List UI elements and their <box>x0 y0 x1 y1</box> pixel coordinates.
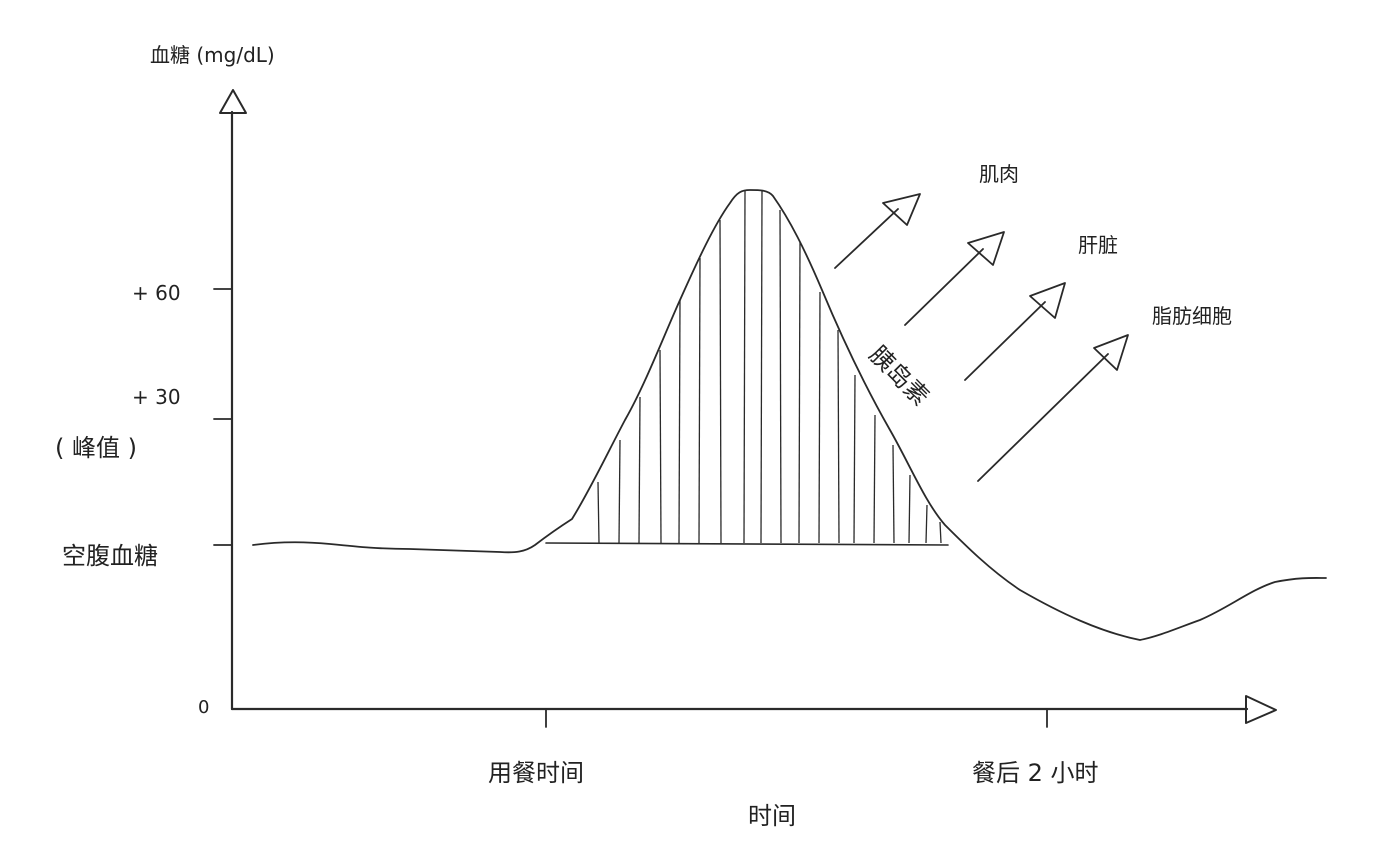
x-axis-arrowhead <box>1245 695 1277 724</box>
label-fasting: 空腹血糖 <box>62 542 158 570</box>
hatch-line <box>659 349 662 544</box>
x-ticks <box>545 708 1048 728</box>
hatch-line <box>779 209 782 544</box>
hatch-line <box>939 521 942 544</box>
hatch-line <box>638 396 641 544</box>
label-two-hours-after: 餐后 2 小时 <box>972 759 1099 787</box>
label-liver: 肝脏 <box>1078 233 1118 257</box>
x-axis-title: 时间 <box>748 802 796 830</box>
arrow-liver-shaft <box>904 248 984 326</box>
hatch-line <box>925 504 928 544</box>
hatch-line <box>798 241 801 544</box>
label-plus30: + 30 <box>132 385 181 409</box>
y-axis-title: 血糖 (mg/dL) <box>150 43 275 67</box>
peak-area-hatching <box>597 190 942 544</box>
hatch-line <box>908 474 911 544</box>
arrow-liver2-head <box>1029 282 1066 319</box>
hatch-line <box>760 190 763 544</box>
hatch-line <box>743 190 746 544</box>
fasting-baseline <box>545 542 949 546</box>
hatch-line <box>818 291 821 544</box>
target-arrows <box>834 193 1129 482</box>
hatch-line <box>853 374 856 544</box>
label-peak-note: ( 峰值 ) <box>55 434 137 462</box>
label-muscle: 肌肉 <box>979 162 1019 186</box>
label-meal-time: 用餐时间 <box>488 759 584 787</box>
arrow-muscle-shaft <box>834 208 899 269</box>
hatch-line <box>873 414 876 544</box>
arrow-fat-head <box>1093 334 1129 371</box>
arrow-liver2-shaft <box>964 301 1046 381</box>
hatch-line <box>719 219 722 544</box>
label-plus60: + 60 <box>132 281 181 305</box>
axes <box>219 89 1277 724</box>
hatch-line <box>698 257 701 544</box>
hatch-line <box>597 481 600 544</box>
label-zero: 0 <box>198 697 209 718</box>
arrow-muscle-head <box>882 193 921 226</box>
hatch-line <box>618 439 621 544</box>
arrow-fat-shaft <box>977 353 1109 482</box>
y-axis-arrowhead <box>219 89 247 114</box>
glucose-curve <box>252 189 1327 641</box>
arrow-liver-head <box>967 231 1005 266</box>
label-fat-cells: 脂肪细胞 <box>1152 304 1232 328</box>
hatch-line <box>837 329 840 544</box>
y-ticks <box>213 288 233 546</box>
hatch-line <box>678 299 681 544</box>
hatch-line <box>892 444 895 544</box>
